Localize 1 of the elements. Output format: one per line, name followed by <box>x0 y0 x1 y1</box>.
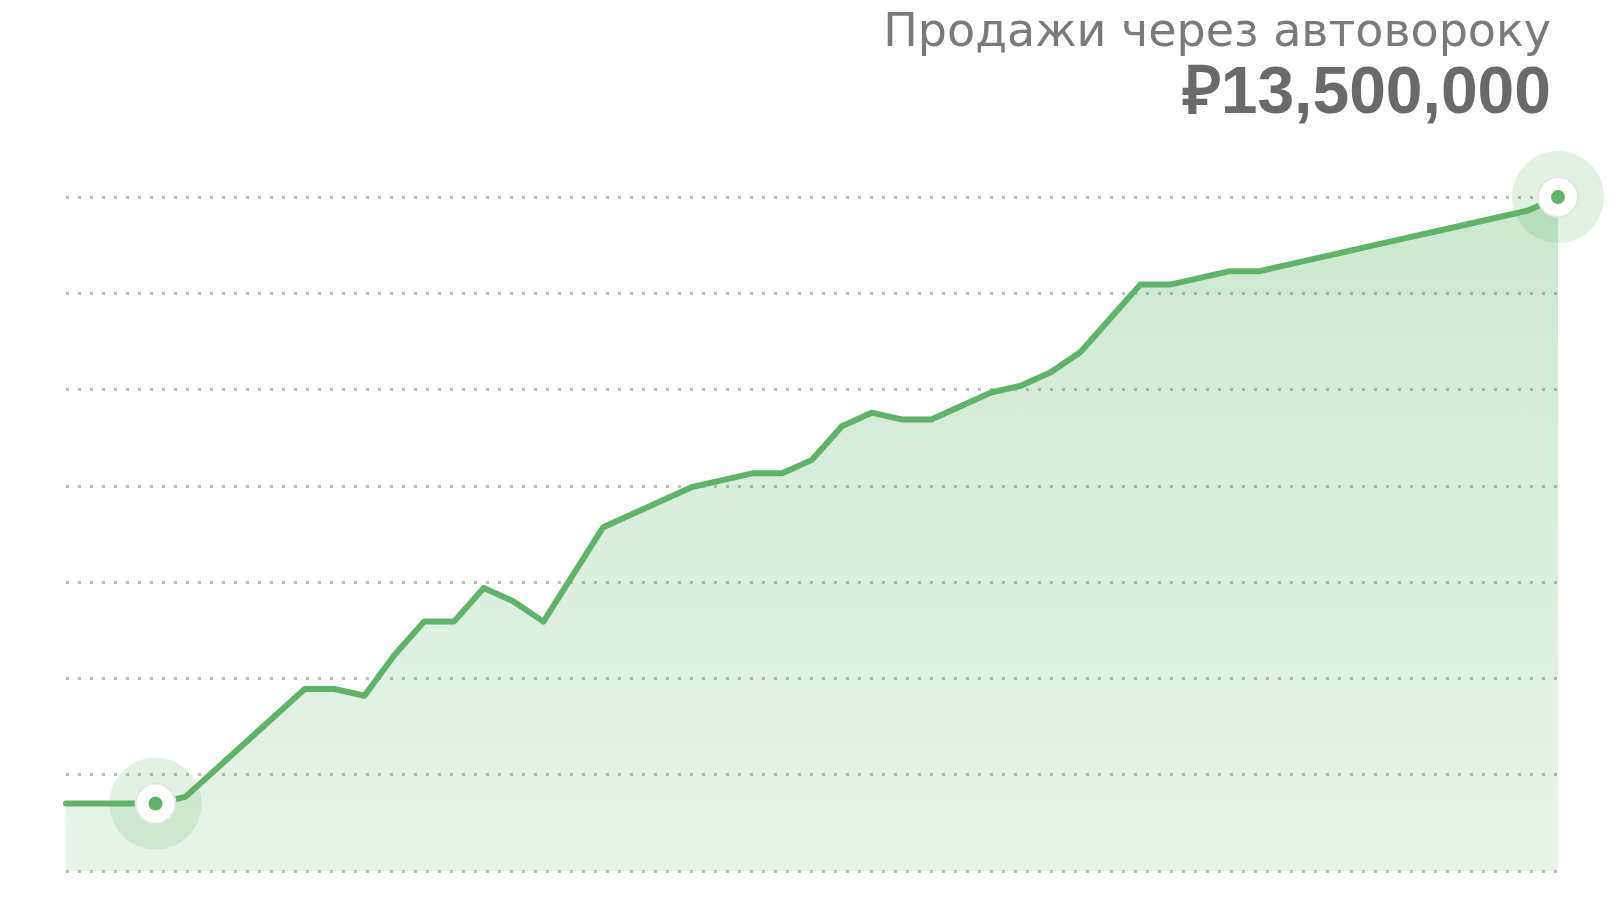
chart-title: Продажи через автовороку <box>883 3 1552 57</box>
